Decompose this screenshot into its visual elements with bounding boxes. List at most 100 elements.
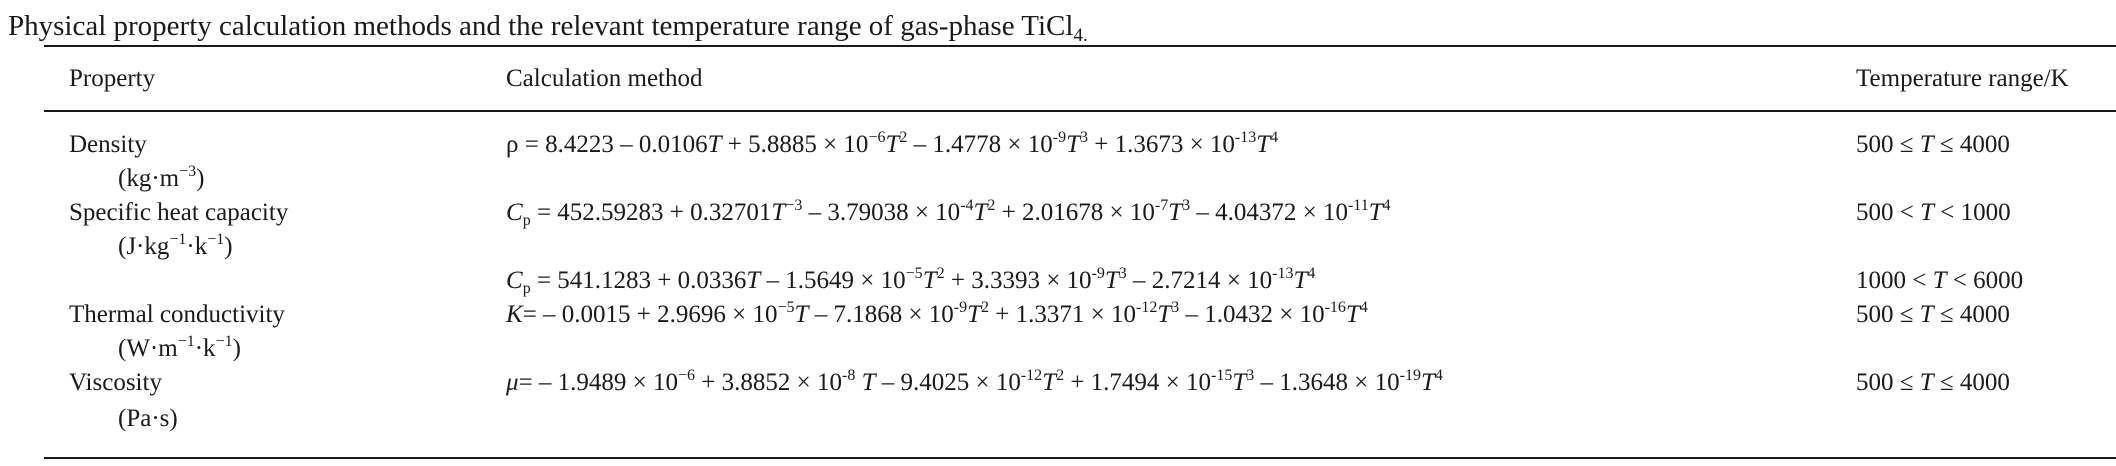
table-header-rule (44, 110, 2116, 112)
formula-exponent: 3 (1171, 299, 1180, 316)
unit-exponent: −1 (177, 333, 195, 350)
formula-exponent: 4 (1270, 129, 1279, 146)
formula-exponent: 3 (1079, 129, 1088, 146)
table-caption: Physical property calculation methods an… (8, 4, 1088, 58)
range-thermal-conductivity: 500 ≤ T ≤ 4000 (1856, 298, 2010, 332)
formula-variable: T (1066, 131, 1080, 158)
formula-variable: T (1345, 301, 1360, 328)
formula-exponent: -12 (1135, 299, 1158, 316)
formula-text: = – 0.0015 + 2.9696 × 10 (522, 301, 778, 328)
formula-text: ≤ 4000 (1933, 369, 2010, 396)
property-density: Density (69, 131, 147, 158)
formula-variable: T (967, 301, 982, 328)
formula-variable: T (1157, 301, 1172, 328)
formula-variable: T (1368, 199, 1383, 226)
formula-text: – 1.0432 × 10 (1179, 301, 1325, 328)
formula-subscript: p (522, 212, 531, 229)
formula-variable: T (1293, 267, 1308, 294)
formula-exponent: 4 (1434, 367, 1443, 384)
formula-exponent: -8 (842, 367, 856, 384)
formula-exponent: −6 (678, 367, 696, 384)
formula-text: = 452.59283 + 0.32701 (530, 199, 772, 226)
formula-text: 1000 < (1856, 267, 1933, 294)
formula-variable: T (1919, 131, 1934, 158)
formula-exponent: -9 (1052, 129, 1067, 146)
formula-text: – 3.79038 × 10 (802, 199, 961, 226)
formula-variable: T (1420, 369, 1435, 396)
formula-exponent: −3 (785, 197, 803, 214)
method-density: ρ = 8.4223 – 0.0106T + 5.8885 × 10−6T2 –… (506, 128, 1278, 162)
formula-text: – 1.5649 × 10 (760, 267, 906, 294)
formula-variable: T (1919, 301, 1934, 328)
formula-text: 500 < (1856, 199, 1921, 226)
unit-exponent-2: −1 (207, 231, 225, 248)
formula-exponent: 2 (987, 197, 996, 214)
formula-exponent: -11 (1347, 197, 1369, 214)
formula-text: < 1000 (1934, 199, 2011, 226)
formula-exponent: -13 (1234, 129, 1257, 146)
formula-text: + 5.8885 × 10 (721, 131, 869, 158)
header-temperature-range: Temperature range/K (1856, 65, 2069, 92)
formula-text: 500 ≤ (1856, 301, 1920, 328)
range-viscosity: 500 ≤ T ≤ 4000 (1856, 366, 2010, 400)
formula-variable: T (1256, 131, 1271, 158)
formula-variable: T (1168, 199, 1183, 226)
unit-close: ) (196, 165, 205, 192)
formula-exponent: 2 (899, 129, 908, 146)
formula-text: 500 ≤ (1856, 131, 1920, 158)
formula-text: – 4.04372 × 10 (1190, 199, 1348, 226)
formula-variable: C (506, 199, 523, 226)
formula-exponent: -9 (953, 299, 968, 316)
formula-text: – 2.7214 × 10 (1126, 267, 1273, 294)
formula-variable: μ (506, 369, 519, 396)
unit-exponent: −3 (179, 163, 197, 180)
formula-exponent: 3 (1118, 265, 1127, 282)
unit-thermal-conductivity: (W·m−1·k−1) (118, 332, 241, 366)
caption-subscript: 4. (1073, 25, 1088, 46)
formula-variable: T (885, 131, 900, 158)
header-property: Property (69, 65, 156, 92)
formula-text: + 3.3393 × 10 (944, 267, 1092, 294)
unit-text: (J·kg (118, 233, 170, 260)
formula-text: + 3.8852 × 10 (695, 369, 842, 396)
formula-exponent: −6 (868, 129, 886, 146)
formula-text: + 1.3673 × 10 (1087, 131, 1235, 158)
formula-variable: C (506, 267, 523, 294)
formula-text: – 1.3648 × 10 (1254, 369, 1400, 396)
unit-density: (kg·m−3) (118, 162, 204, 196)
formula-exponent: −5 (905, 265, 923, 282)
unit-text: (W·m (118, 335, 178, 362)
formula-variable: T (861, 369, 876, 396)
formula-variable: T (973, 199, 988, 226)
formula-exponent: -16 (1324, 299, 1346, 316)
formula-exponent: 4 (1382, 197, 1391, 214)
formula-variable: T (1104, 267, 1119, 294)
unit-text: (kg·m (118, 165, 180, 192)
formula-variable: T (771, 199, 786, 226)
formula-text: ≤ 4000 (1933, 131, 2010, 158)
formula-variable: K (506, 301, 523, 328)
formula-variable: T (1232, 369, 1247, 396)
unit-exponent-2: −1 (215, 333, 233, 350)
formula-variable: T (1919, 369, 1934, 396)
method-viscosity: μ= – 1.9489 × 10−6 + 3.8852 × 10-8 T – 9… (506, 366, 1443, 400)
range-density: 500 ≤ T ≤ 4000 (1856, 128, 2010, 162)
formula-subscript: p (522, 280, 531, 297)
property-specific-heat: Specific heat capacity (69, 199, 289, 226)
formula-exponent: 3 (1182, 197, 1191, 214)
caption-text: Physical property calculation methods an… (8, 10, 1074, 42)
header-calculation-method: Calculation method (506, 65, 703, 92)
formula-exponent: 2 (1056, 367, 1065, 384)
formula-variable: T (1932, 267, 1947, 294)
formula-exponent: -9 (1091, 265, 1105, 282)
formula-text: < 6000 (1946, 267, 2024, 294)
formula-text: + 2.01678 × 10 (995, 199, 1155, 226)
table-bottom-rule (44, 457, 2116, 459)
range-specific-heat-2: 1000 < T < 6000 (1856, 264, 2023, 298)
unit-viscosity: (Pa·s) (118, 405, 178, 432)
method-thermal-conductivity: K= – 0.0015 + 2.9696 × 10−5T – 7.1868 × … (506, 298, 1368, 332)
method-specific-heat-1: Cp = 452.59283 + 0.32701T−3 – 3.79038 × … (506, 196, 1391, 230)
formula-exponent: 3 (1246, 367, 1255, 384)
formula-variable: T (746, 267, 761, 294)
formula-exponent: 4 (1307, 265, 1316, 282)
